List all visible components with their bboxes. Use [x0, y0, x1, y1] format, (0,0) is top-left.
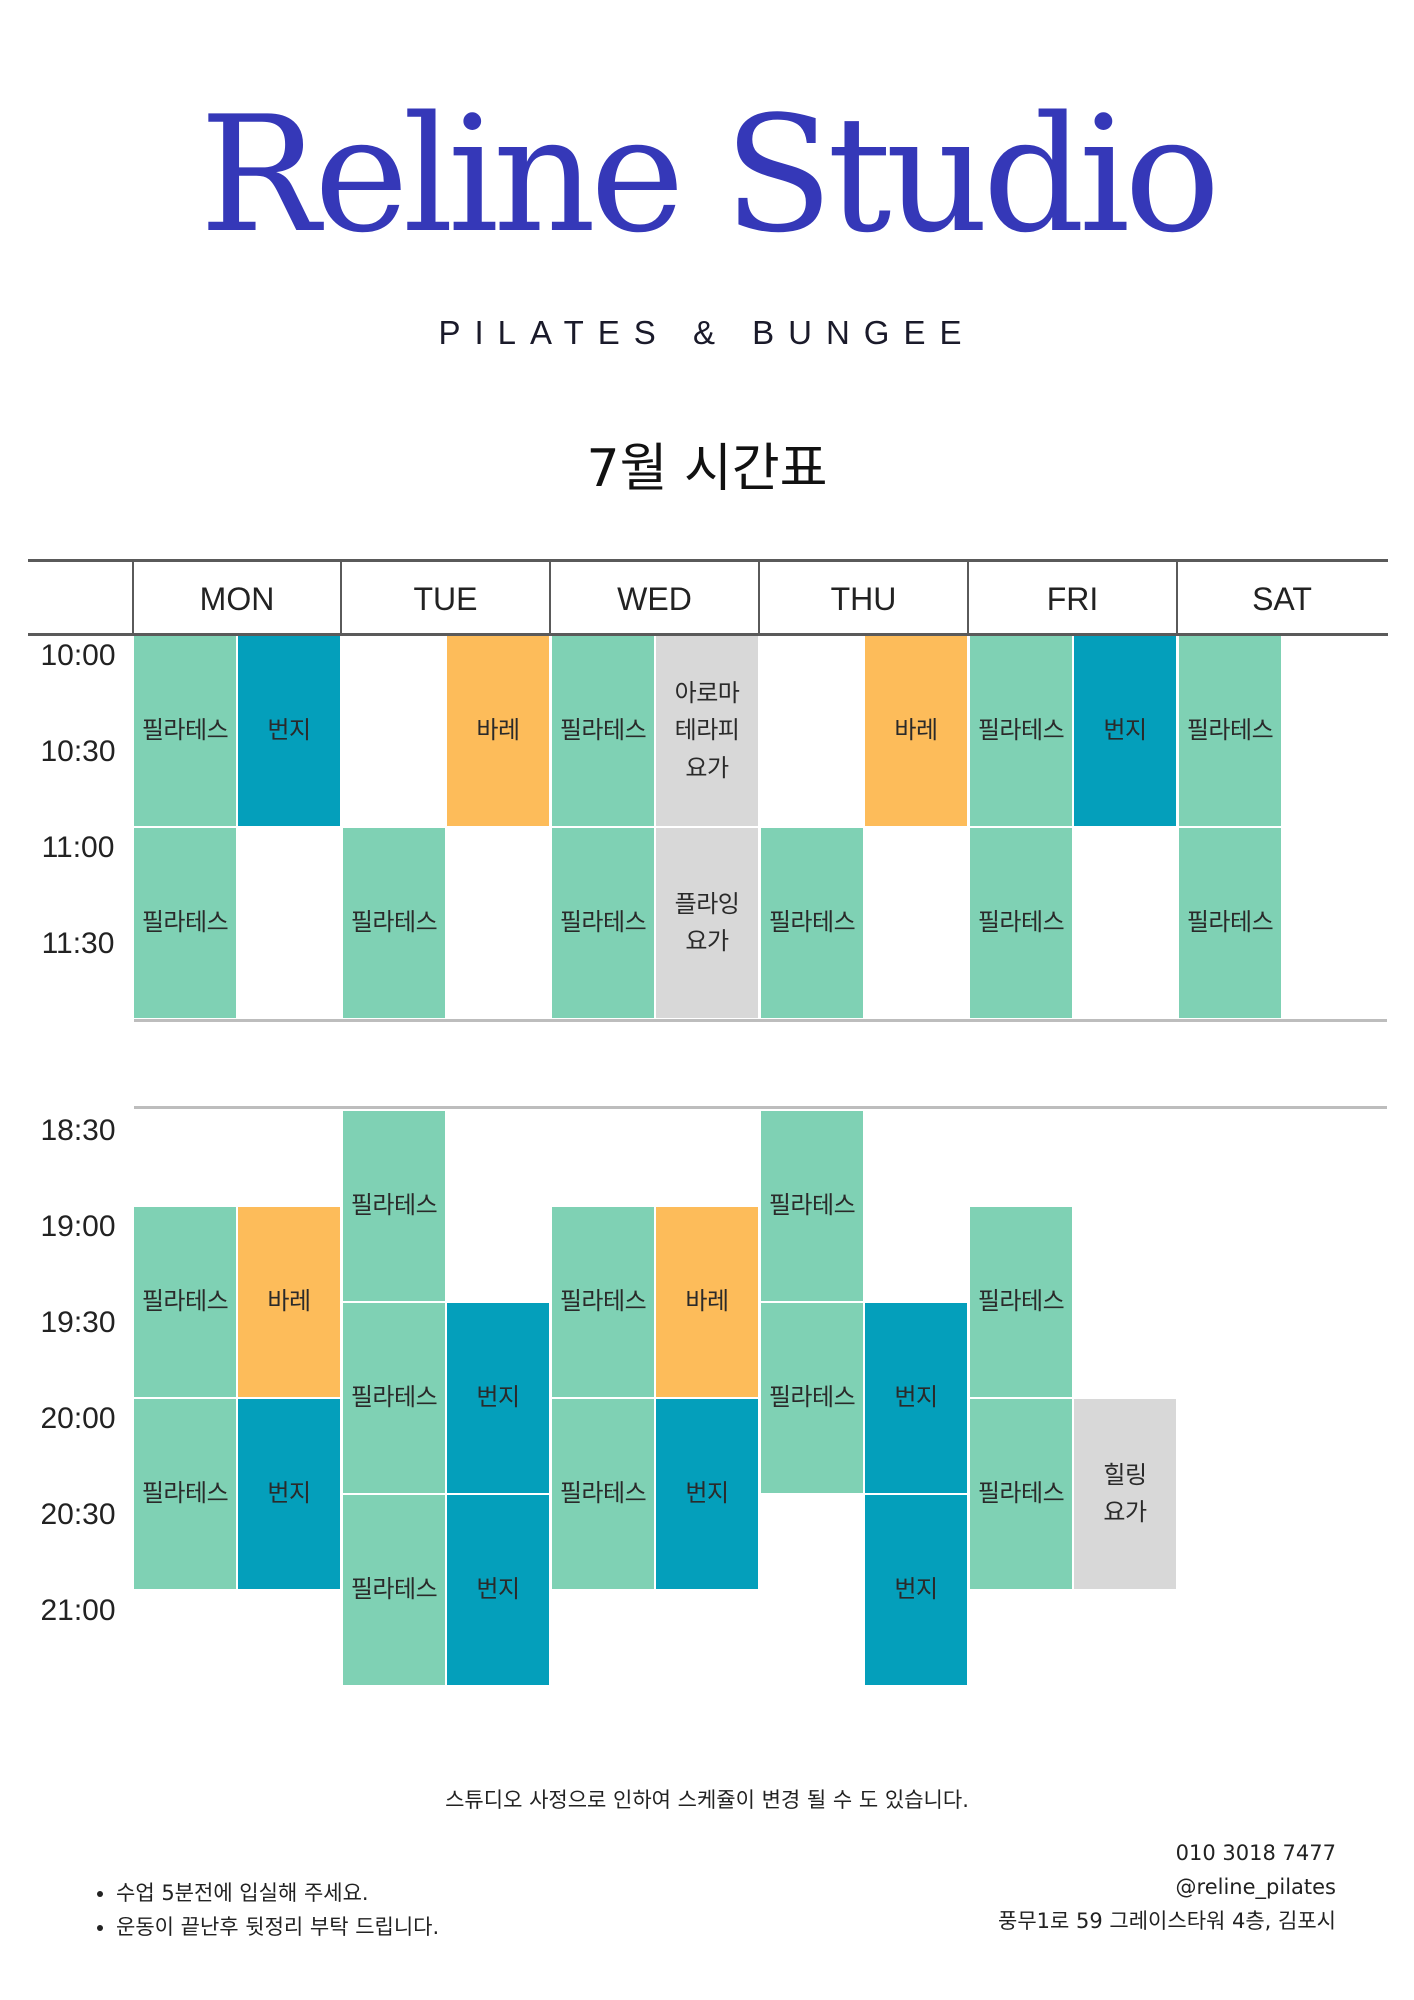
class-block-pilates: 필라테스: [552, 1207, 654, 1397]
class-block-pilates: 필라테스: [134, 1207, 236, 1397]
time-label: 19:00: [40, 1210, 116, 1243]
day-header-mon: MON: [199, 581, 275, 617]
class-block-pilates: 필라테스: [552, 1399, 654, 1589]
class-block-bungee: 번지: [238, 1399, 340, 1589]
class-block-pilates: 필라테스: [134, 828, 236, 1018]
class-block-pilates: 필라테스: [970, 1399, 1072, 1589]
header-divider: [132, 559, 134, 636]
time-label: 18:30: [40, 1114, 116, 1147]
class-block-yoga: 플라잉 요가: [656, 828, 758, 1018]
header-divider: [549, 559, 551, 636]
time-label: 19:30: [40, 1306, 116, 1339]
instagram-handle: @reline_pilates: [1175, 1875, 1336, 1899]
day-header-sat: SAT: [1252, 581, 1312, 617]
time-label: 11:00: [41, 831, 115, 864]
class-block-pilates: 필라테스: [343, 1495, 445, 1685]
class-block-bungee: 번지: [865, 1495, 967, 1685]
class-block-bungee: 번지: [447, 1303, 549, 1493]
time-label: 20:00: [40, 1402, 116, 1435]
class-block-yoga: 아로마 테라피 요가: [656, 636, 758, 826]
class-block-bungee: 번지: [447, 1495, 549, 1685]
class-block-pilates: 필라테스: [1179, 828, 1281, 1018]
header-divider: [340, 559, 342, 636]
class-block-pilates: 필라테스: [343, 828, 445, 1018]
header-divider: [967, 559, 969, 636]
class-block-yoga: 힐링 요가: [1074, 1399, 1176, 1589]
class-block-pilates: 필라테스: [761, 1111, 863, 1301]
class-block-pilates: 필라테스: [134, 636, 236, 826]
class-block-pilates: 필라테스: [343, 1303, 445, 1493]
class-block-pilates: 필라테스: [552, 828, 654, 1018]
class-block-pilates: 필라테스: [970, 636, 1072, 826]
class-block-pilates: 필라테스: [970, 828, 1072, 1018]
class-block-pilates: 필라테스: [343, 1111, 445, 1301]
time-label: 11:30: [41, 927, 115, 960]
evening-top-rule: [134, 1106, 1387, 1109]
class-block-barre: 바레: [656, 1207, 758, 1397]
class-block-bungee: 번지: [1074, 636, 1176, 826]
day-header-thu: THU: [830, 581, 897, 617]
class-block-bungee: 번지: [238, 636, 340, 826]
day-header-fri: FRI: [1046, 581, 1099, 617]
day-header-tue: TUE: [413, 581, 478, 617]
rule-item: 운동이 끝난후 뒷정리 부탁 드립니다.: [116, 1910, 439, 1944]
time-label: 20:30: [40, 1498, 116, 1531]
class-block-pilates: 필라테스: [761, 828, 863, 1018]
class-block-pilates: 필라테스: [552, 636, 654, 826]
header-divider: [758, 559, 760, 636]
class-block-barre: 바레: [865, 636, 967, 826]
studio-logo: Reline Studio: [199, 81, 1221, 268]
class-block-bungee: 번지: [865, 1303, 967, 1493]
class-block-pilates: 필라테스: [1179, 636, 1281, 826]
time-label: 10:30: [40, 735, 116, 768]
time-label: 10:00: [40, 639, 116, 672]
page-title: 7월 시간표: [586, 439, 828, 499]
rule-item: 수업 5분전에 입실해 주세요.: [116, 1876, 439, 1910]
studio-address: 풍무1로 59 그레이스타워 4층, 김포시: [998, 1909, 1336, 1933]
class-block-barre: 바레: [447, 636, 549, 826]
studio-rules: 수업 5분전에 입실해 주세요. 운동이 끝난후 뒷정리 부탁 드립니다.: [82, 1876, 439, 1944]
morning-bottom-rule: [134, 1019, 1387, 1022]
class-block-barre: 바레: [238, 1207, 340, 1397]
schedule-change-notice: 스튜디오 사정으로 인하여 스케쥴이 변경 될 수 도 있습니다.: [445, 1788, 969, 1812]
class-block-pilates: 필라테스: [761, 1303, 863, 1493]
contact-info: 010 3018 7477 @reline_pilates 풍무1로 59 그레…: [998, 1836, 1336, 1938]
class-block-pilates: 필라테스: [134, 1399, 236, 1589]
class-block-pilates: 필라테스: [970, 1207, 1072, 1397]
studio-subtitle: PILATES & BUNGEE: [438, 314, 976, 351]
header-divider: [1176, 559, 1178, 636]
class-block-bungee: 번지: [656, 1399, 758, 1589]
phone-number: 010 3018 7477: [1175, 1841, 1336, 1865]
day-header-wed: WED: [617, 581, 692, 617]
header-top-rule: [28, 559, 1388, 562]
header-bottom-rule: [28, 633, 1388, 636]
time-label: 21:00: [40, 1594, 116, 1627]
